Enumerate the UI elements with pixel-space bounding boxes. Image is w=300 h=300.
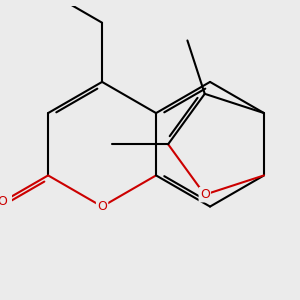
Text: O: O xyxy=(0,195,7,208)
Text: O: O xyxy=(97,200,107,213)
Text: O: O xyxy=(200,188,210,201)
